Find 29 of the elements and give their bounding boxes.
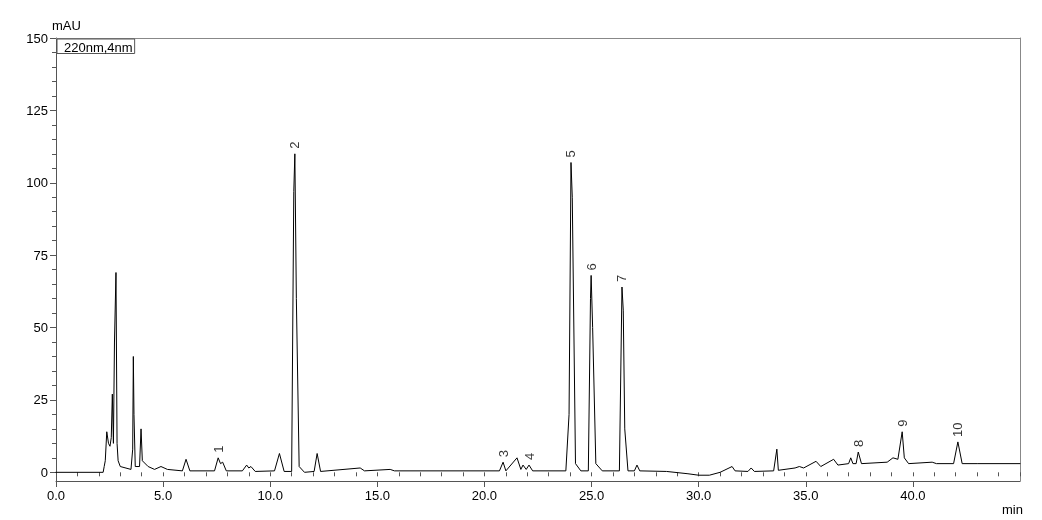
x-tick-label: 0.0: [46, 488, 66, 503]
y-tick-label: 125: [26, 102, 48, 118]
y-tick-label: 75: [33, 247, 48, 263]
x-tick-label: 40.0: [900, 488, 926, 503]
y-tick-label: 150: [26, 30, 48, 46]
annotation: 4: [521, 452, 537, 461]
x-tick-label: 25.0: [578, 488, 605, 503]
annotation: 2: [287, 141, 303, 149]
x-tick-label: 5.0: [154, 488, 173, 503]
annotation: 6: [583, 263, 599, 271]
text: 220nm,4nm: [64, 39, 133, 55]
annotation: 1: [210, 445, 226, 453]
y-tick-label: 100: [26, 175, 48, 191]
annotation: 9: [894, 419, 910, 427]
annotation: 8: [850, 439, 866, 448]
annotation: 7: [614, 274, 630, 283]
x-tick-label: 15.0: [364, 488, 390, 503]
annotation: 10: [950, 422, 966, 437]
annotation: 3: [495, 449, 511, 458]
y-tick-label: 0: [40, 464, 48, 480]
y-tick-label: 50: [33, 320, 48, 336]
y-axis-title: mAU: [52, 17, 81, 33]
annotation: 5: [563, 150, 579, 158]
x-axis-title: min: [1002, 502, 1023, 517]
x-tick-label: 30.0: [686, 488, 712, 503]
x-tick-label: 10.0: [257, 488, 283, 503]
y-tick-label: 25: [33, 392, 48, 408]
x-tick-label: 35.0: [793, 488, 819, 503]
x-tick-label: 20.0: [471, 488, 498, 503]
